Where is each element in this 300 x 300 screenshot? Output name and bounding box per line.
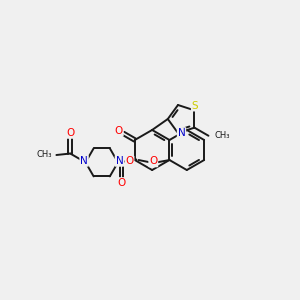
Text: CH₃: CH₃ [215, 131, 230, 140]
Text: N: N [116, 156, 123, 166]
Text: O: O [125, 157, 134, 166]
Text: O: O [115, 126, 123, 136]
Text: O: O [149, 157, 158, 166]
Text: S: S [192, 100, 198, 111]
Text: O: O [66, 128, 74, 138]
Text: N: N [178, 128, 185, 138]
Text: N: N [80, 156, 88, 166]
Text: CH₃: CH₃ [36, 150, 52, 159]
Text: O: O [117, 178, 126, 188]
